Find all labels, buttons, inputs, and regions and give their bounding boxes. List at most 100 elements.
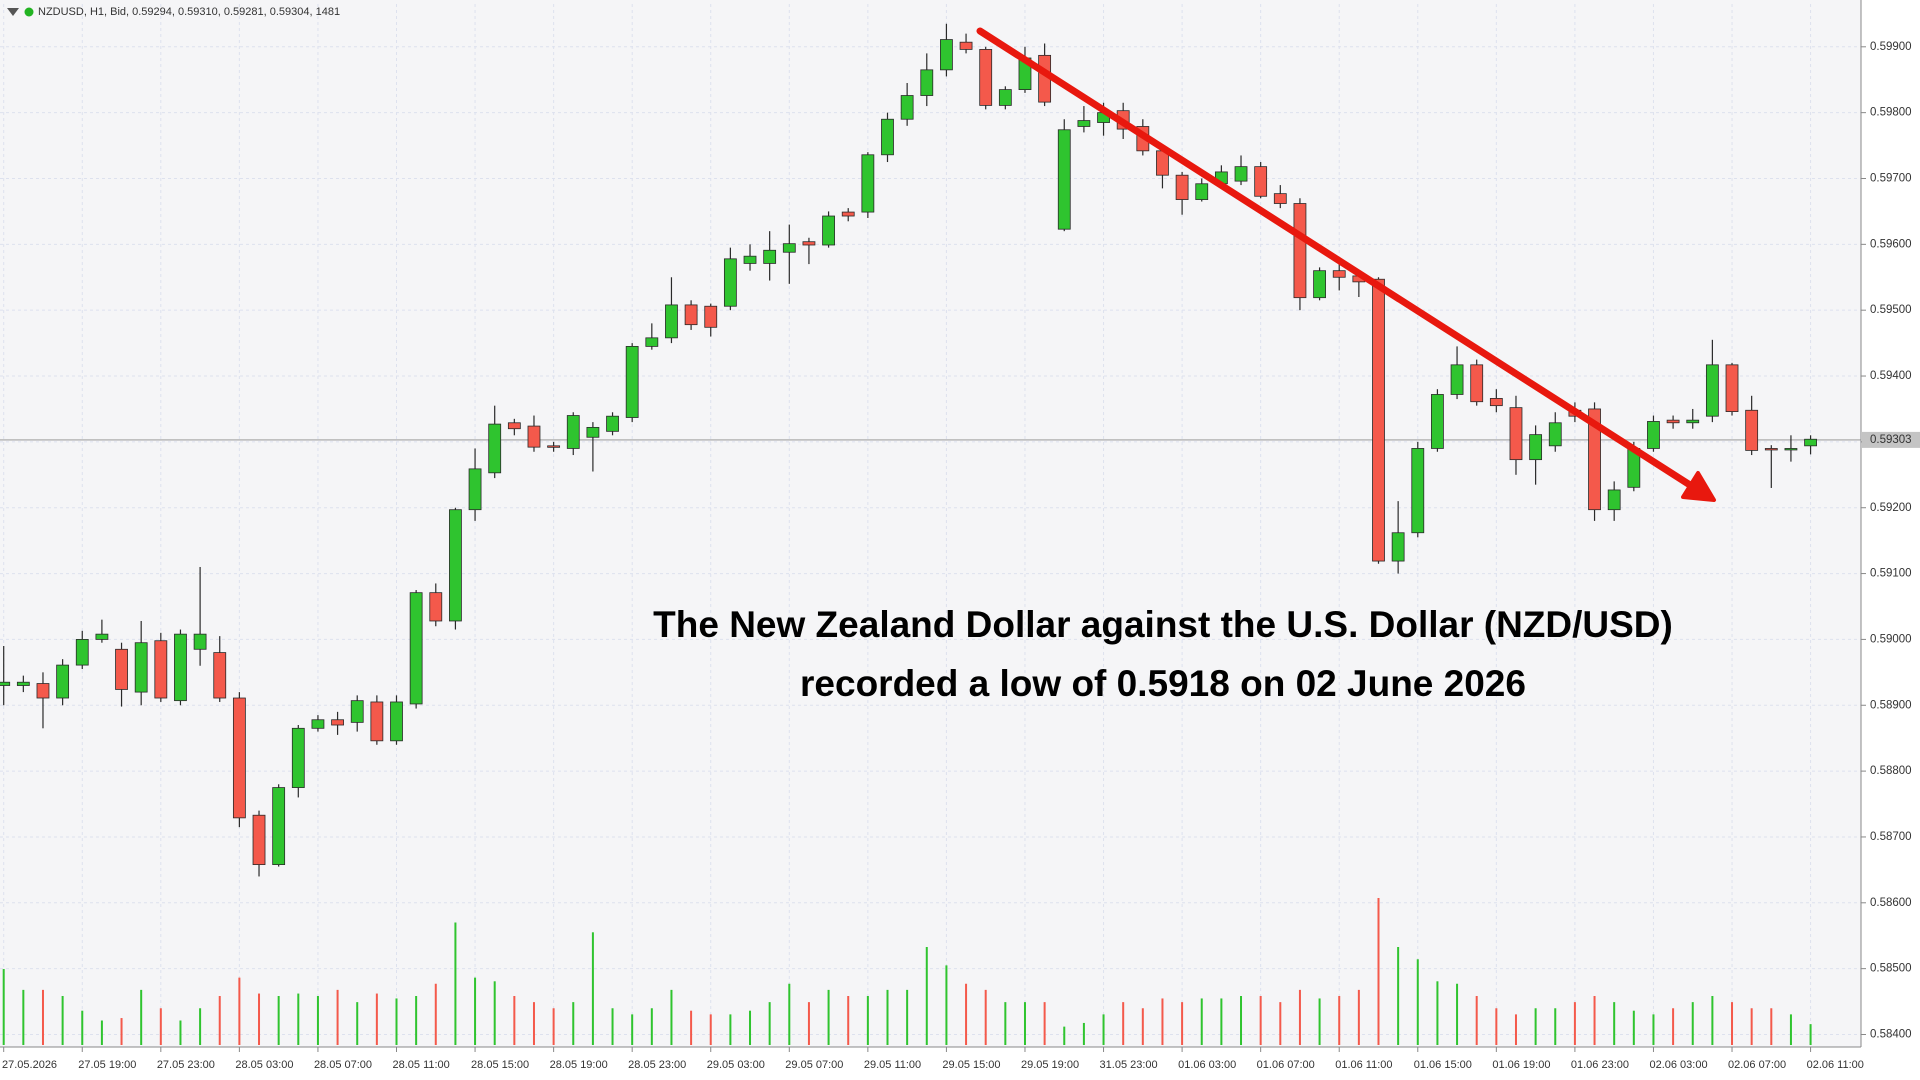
- candle-body: [0, 681, 11, 686]
- candle-body: [979, 49, 993, 106]
- x-tick-label: 29.05 11:00: [864, 1059, 921, 1071]
- x-tick-label: 01.06 19:00: [1492, 1059, 1550, 1071]
- volume-bar: [159, 1008, 162, 1045]
- candle-body: [881, 118, 894, 156]
- volume-bar: [532, 1002, 535, 1045]
- candle-body: [16, 681, 30, 686]
- volume-layer: [2, 898, 1812, 1045]
- y-tick-label: 0.58400: [1870, 1029, 1912, 1041]
- volume-bar: [1200, 998, 1203, 1045]
- candle-body: [665, 304, 678, 339]
- candle-body: [390, 701, 403, 742]
- x-tick-label: 28.05 23:00: [628, 1059, 686, 1071]
- volume-bar: [2, 969, 5, 1045]
- candle-body: [1784, 448, 1798, 451]
- volume-bar: [336, 989, 339, 1045]
- volume-bar: [1043, 1002, 1046, 1045]
- x-tick-label: 02.06 07:00: [1728, 1059, 1786, 1071]
- candle-body: [763, 249, 777, 264]
- candle-body: [841, 211, 855, 217]
- candle-body: [1804, 438, 1817, 447]
- candle-body: [1588, 408, 1601, 511]
- x-tick-label: 31.05 23:00: [1100, 1059, 1158, 1071]
- volume-bar: [709, 1014, 712, 1045]
- x-tick-label: 02.06 11:00: [1807, 1059, 1864, 1071]
- volume-bar: [1809, 1024, 1812, 1045]
- y-tick-label: 0.59200: [1870, 502, 1912, 514]
- volume-bar: [1495, 1008, 1498, 1045]
- volume-bar: [906, 989, 909, 1045]
- volume-bar: [474, 977, 477, 1045]
- candle-body: [782, 243, 796, 253]
- candle-body: [95, 633, 109, 640]
- x-tick-label: 01.06 07:00: [1257, 1059, 1315, 1071]
- candle-body: [1273, 193, 1287, 204]
- y-tick-label: 0.59800: [1870, 107, 1912, 119]
- volume-bar: [1004, 1002, 1007, 1045]
- candle-body: [1431, 394, 1444, 449]
- volume-bar: [179, 1020, 182, 1045]
- grid: [0, 4, 1861, 1047]
- volume-bar: [1161, 998, 1164, 1045]
- volume-bar: [1141, 1008, 1144, 1045]
- volume-bar: [41, 989, 44, 1045]
- status-dot: [24, 7, 34, 17]
- candle-body: [1647, 421, 1660, 449]
- candle-body: [272, 787, 286, 866]
- y-tick-label: 0.59100: [1870, 568, 1912, 580]
- candle-body: [213, 652, 227, 699]
- candle-body: [154, 640, 168, 699]
- candle-body: [1705, 364, 1719, 417]
- candle-body: [1175, 174, 1189, 200]
- volume-bar: [650, 1008, 653, 1045]
- volume-bar: [1122, 1002, 1125, 1045]
- volume-bar: [1318, 998, 1321, 1045]
- x-tick-label: 02.06 03:00: [1649, 1059, 1707, 1071]
- volume-bar: [61, 996, 64, 1045]
- candle-body: [232, 697, 246, 819]
- volume-bar: [1240, 996, 1243, 1045]
- volume-bar: [788, 983, 791, 1045]
- candle-body: [900, 95, 914, 120]
- candle-body: [1195, 183, 1209, 200]
- candle-body: [507, 422, 521, 430]
- menu-triangle[interactable]: [7, 8, 19, 16]
- volume-bar: [454, 922, 457, 1045]
- candle-body: [1489, 398, 1503, 407]
- volume-bar: [1102, 1014, 1105, 1045]
- x-tick-label: 01.06 11:00: [1335, 1059, 1392, 1071]
- volume-bar: [1220, 998, 1223, 1045]
- volume-bar: [1357, 989, 1360, 1045]
- y-tick-label: 0.59400: [1870, 370, 1912, 382]
- volume-bar: [768, 1002, 771, 1045]
- volume-bar: [513, 996, 516, 1045]
- volume-bar: [1613, 1002, 1616, 1045]
- candle-body: [134, 642, 148, 693]
- candle-body: [252, 814, 266, 866]
- volume-bar: [356, 1002, 359, 1045]
- candle-body: [449, 509, 462, 622]
- volume-bar: [984, 989, 987, 1045]
- candle-body: [1077, 120, 1091, 127]
- candle-body: [193, 633, 207, 650]
- y-tick-label: 0.59900: [1870, 41, 1912, 53]
- candle-body: [802, 241, 816, 246]
- candle-body: [311, 719, 325, 729]
- volume-bar: [434, 983, 437, 1045]
- volume-bar: [238, 977, 241, 1045]
- x-tick-label: 29.05 19:00: [1021, 1059, 1079, 1071]
- volume-bar: [631, 1014, 634, 1045]
- candle-body: [998, 89, 1012, 106]
- candle-body: [527, 425, 541, 448]
- volume-bar: [1632, 1010, 1635, 1045]
- candle-body: [645, 337, 659, 347]
- candle-body: [488, 423, 502, 474]
- volume-bar: [1770, 1008, 1773, 1045]
- volume-bar: [1731, 1002, 1734, 1045]
- volume-bar: [1298, 989, 1301, 1045]
- volume-bar: [1456, 983, 1459, 1045]
- volume-bar: [1475, 996, 1478, 1045]
- candle-body: [36, 683, 50, 699]
- y-tick-label: 0.58900: [1870, 699, 1912, 711]
- candle-body: [822, 215, 835, 246]
